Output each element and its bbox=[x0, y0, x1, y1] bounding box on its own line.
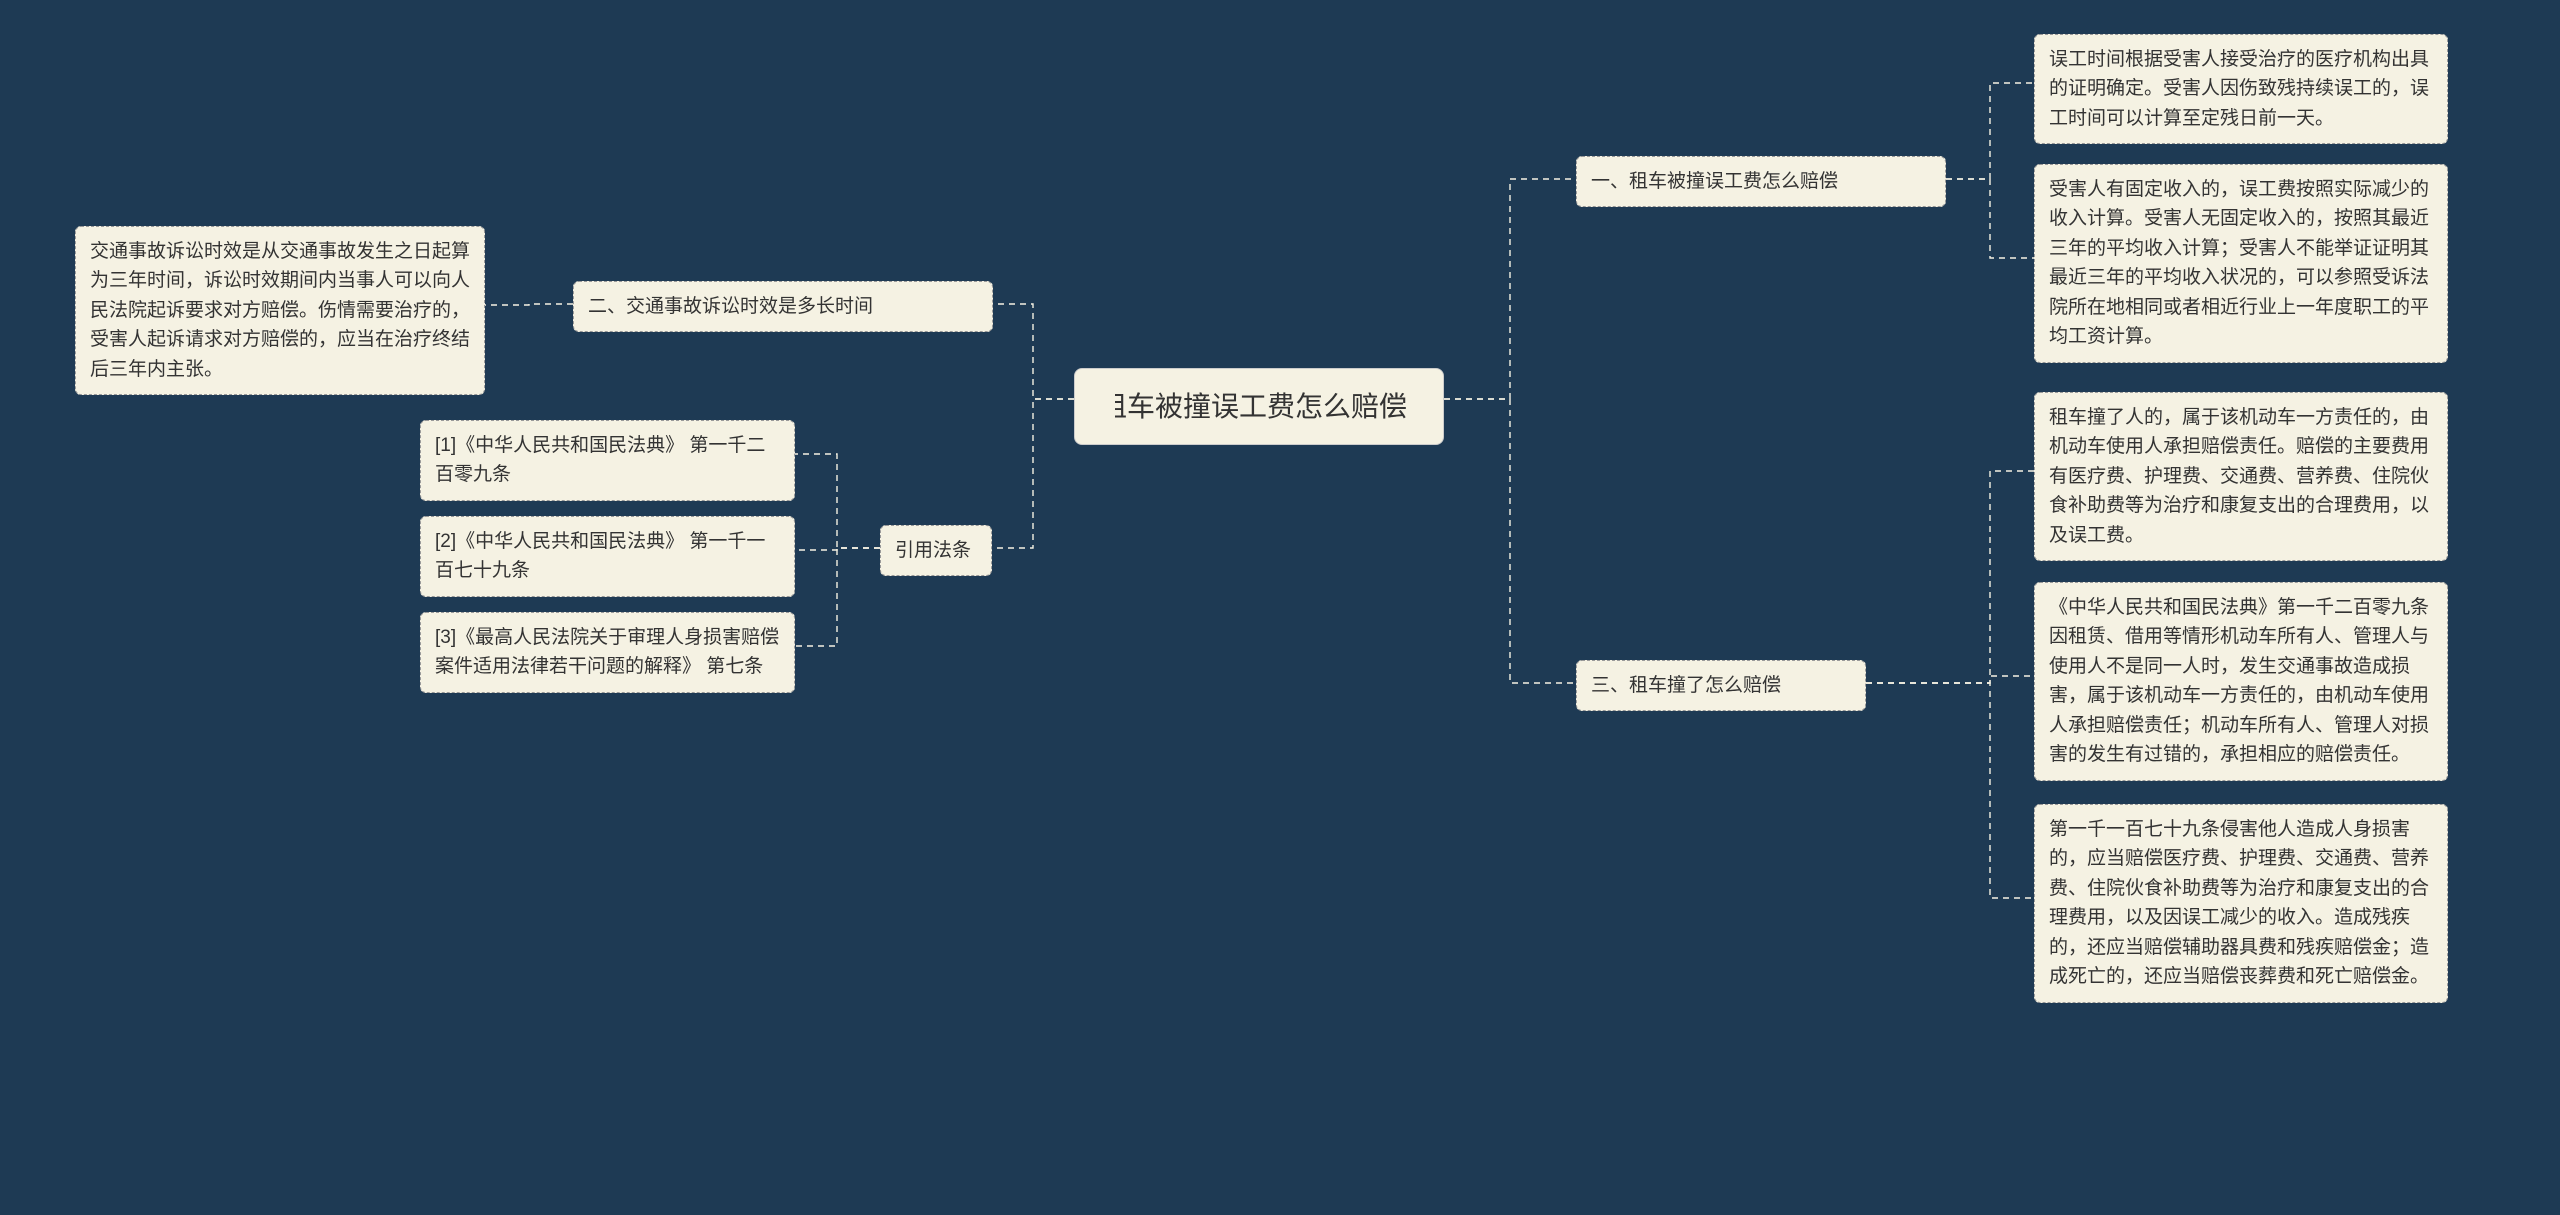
leaf-right-1-0: 误工时间根据受害人接受治疗的医疗机构出具的证明确定。受害人因伤致残持续误工的，误… bbox=[2034, 34, 2448, 144]
root-node: 租车被撞误工费怎么赔偿 bbox=[1074, 368, 1444, 445]
branch-right-1: 一、租车被撞误工费怎么赔偿 bbox=[1576, 156, 1946, 207]
branch-right-3: 三、租车撞了怎么赔偿 bbox=[1576, 660, 1866, 711]
leaf-left-ref-0: [1]《中华人民共和国民法典》 第一千二百零九条 bbox=[420, 420, 795, 501]
leaf-left-ref-1: [2]《中华人民共和国民法典》 第一千一百七十九条 bbox=[420, 516, 795, 597]
leaf-left-2-0: 交通事故诉讼时效是从交通事故发生之日起算为三年时间，诉讼时效期间内当事人可以向人… bbox=[75, 226, 485, 395]
branch-left-2: 二、交通事故诉讼时效是多长时间 bbox=[573, 281, 993, 332]
leaf-right-3-2: 第一千一百七十九条侵害他人造成人身损害的，应当赔偿医疗费、护理费、交通费、营养费… bbox=[2034, 804, 2448, 1003]
leaf-right-1-1: 受害人有固定收入的，误工费按照实际减少的收入计算。受害人无固定收入的，按照其最近… bbox=[2034, 164, 2448, 363]
leaf-right-3-1: 《中华人民共和国民法典》第一千二百零九条因租赁、借用等情形机动车所有人、管理人与… bbox=[2034, 582, 2448, 781]
leaf-right-3-0: 租车撞了人的，属于该机动车一方责任的，由机动车使用人承担赔偿责任。赔偿的主要费用… bbox=[2034, 392, 2448, 561]
leaf-left-ref-2: [3]《最高人民法院关于审理人身损害赔偿案件适用法律若干问题的解释》 第七条 bbox=[420, 612, 795, 693]
branch-left-ref: 引用法条 bbox=[880, 525, 992, 576]
